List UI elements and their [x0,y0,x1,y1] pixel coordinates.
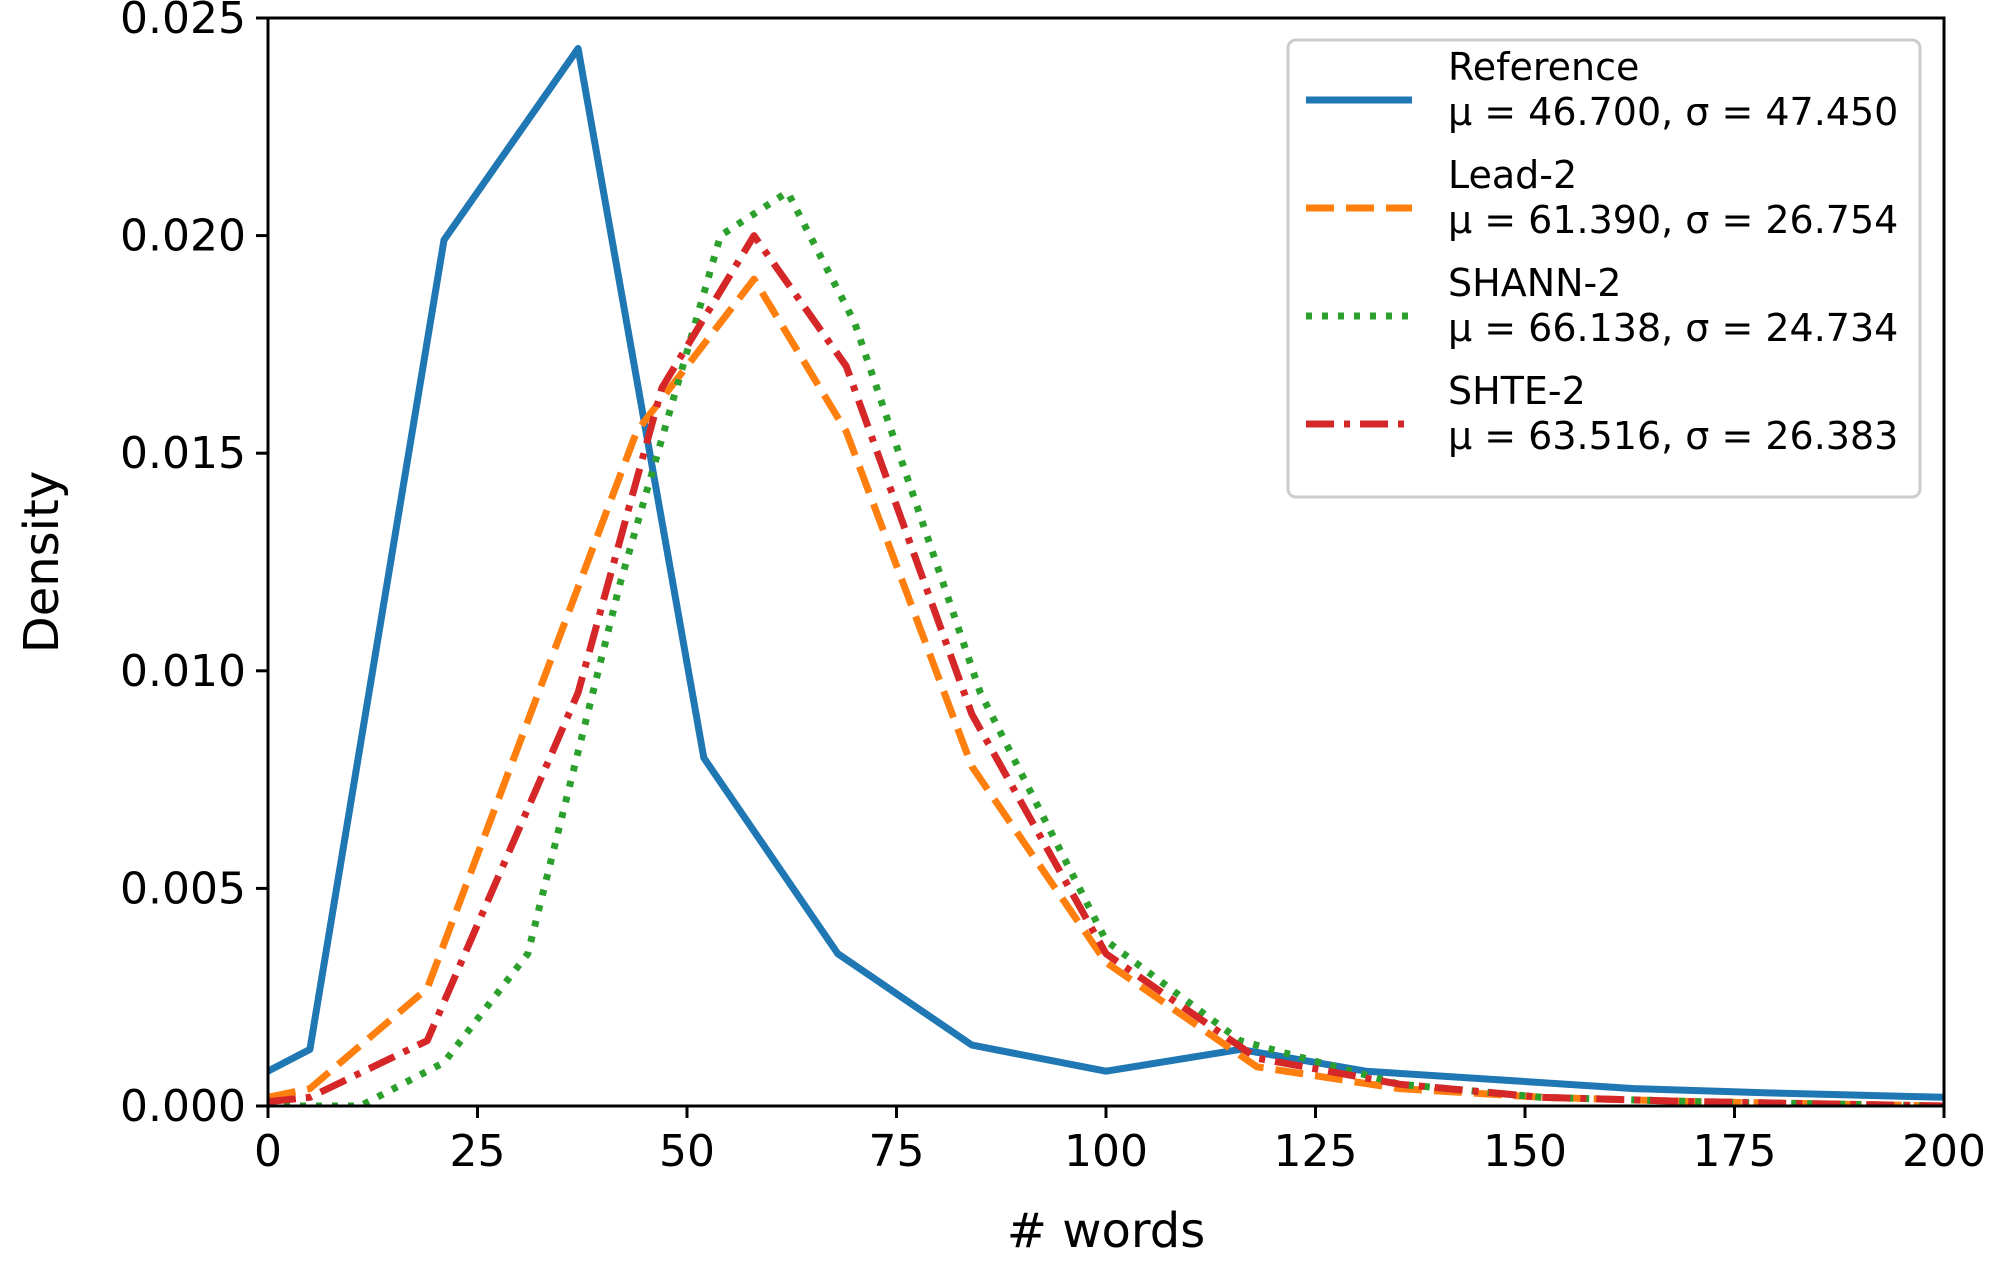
x-tick-label: 50 [659,1126,715,1177]
x-tick-label: 100 [1064,1126,1148,1177]
legend-label: SHTE-2 [1448,369,1586,413]
legend-label: Lead-2 [1448,153,1577,197]
series-line-lead-2 [268,275,1944,1106]
y-tick-label: 0.000 [120,1081,246,1132]
y-tick-label: 0.005 [120,863,246,914]
legend-stats: μ = 61.390, σ = 26.754 [1448,198,1898,242]
x-tick-label: 75 [869,1126,925,1177]
x-tick-label: 175 [1693,1126,1777,1177]
legend-box [1286,38,1922,499]
series-line-shte-2 [268,232,1944,1106]
y-tick-label: 0.015 [120,428,246,479]
legend-label: SHANN-2 [1448,261,1621,305]
x-tick-label: 150 [1483,1126,1567,1177]
y-tick-label: 0.020 [120,211,246,262]
x-tick-label: 25 [450,1126,506,1177]
plot-area [268,45,1944,1106]
legend-stats: μ = 66.138, σ = 24.734 [1448,306,1898,350]
legend-stats: μ = 46.700, σ = 47.450 [1448,90,1898,134]
x-tick-label: 200 [1902,1126,1986,1177]
x-axis-label: # words [1007,1203,1205,1259]
legend-label: Reference [1448,45,1639,89]
x-tick-label: 0 [254,1126,282,1177]
series-line-reference [268,45,1944,1101]
y-tick-label: 0.010 [120,646,246,697]
x-axis: 0 25 50 75 100 125 150 175 200 [254,1106,1986,1177]
y-tick-label: 0.025 [120,0,246,44]
y-axis: 0.000 0.005 0.010 0.015 0.020 0.025 [120,0,268,1132]
y-axis-label: Density [14,471,70,653]
x-tick-label: 125 [1274,1126,1358,1177]
legend-stats: μ = 63.516, σ = 26.383 [1448,414,1898,458]
